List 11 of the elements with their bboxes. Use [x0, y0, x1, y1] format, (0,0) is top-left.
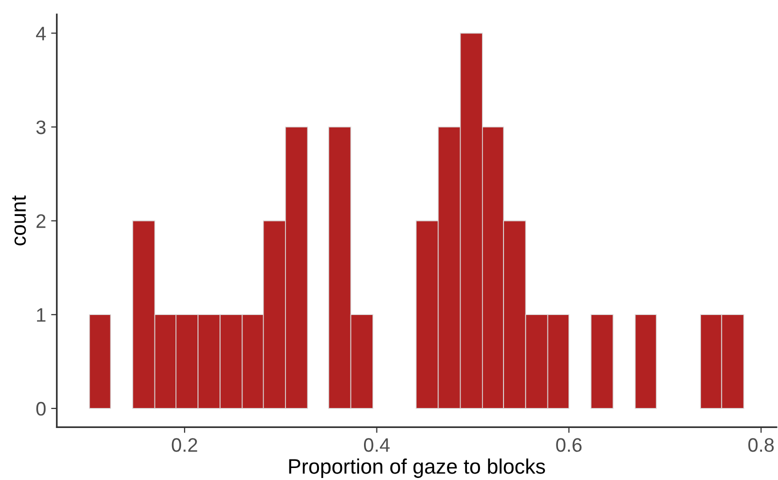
- x-tick-label: 0.4: [364, 438, 390, 452]
- y-tick-label: 0: [36, 402, 46, 416]
- y-axis-title: count: [12, 195, 26, 246]
- x-axis-title: Proportion of gaze to blocks: [289, 458, 545, 478]
- x-tick-label: 0.8: [748, 438, 774, 452]
- x-tick-label: 0.2: [172, 438, 198, 452]
- y-tick-label: 2: [36, 214, 46, 228]
- y-tick-label: 1: [37, 308, 46, 322]
- y-tick-label: 4: [36, 26, 46, 40]
- x-tick-label: 0.6: [556, 438, 582, 452]
- y-tick-label: 3: [36, 120, 46, 134]
